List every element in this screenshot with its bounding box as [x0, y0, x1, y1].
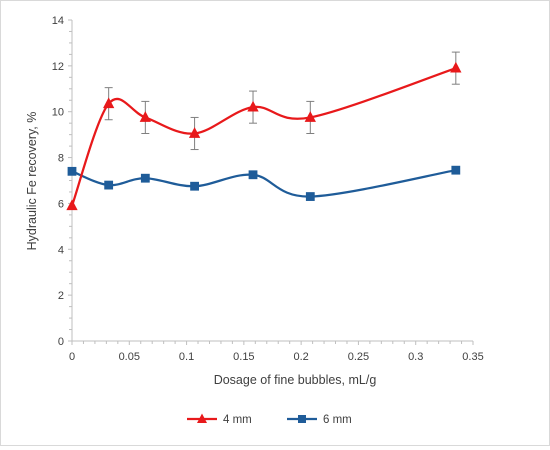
data-point-6-mm	[104, 180, 114, 190]
series-line-4-mm	[70, 67, 457, 207]
y-tick-label: 4	[58, 244, 64, 256]
legend-marker-4-mm	[197, 413, 207, 423]
series-line-6-mm	[71, 169, 457, 198]
legend-marker-6-mm	[298, 415, 306, 423]
x-tick-label: 0	[69, 351, 75, 363]
y-axis-title: Hydraulic Fe recovery, %	[25, 112, 39, 251]
data-point-6-mm	[140, 173, 150, 183]
y-tick-label: 0	[58, 336, 64, 348]
data-point-4-mm	[139, 111, 151, 122]
data-point-4-mm	[247, 100, 259, 112]
data-point-6-mm	[67, 166, 77, 176]
y-tick-label: 10	[52, 107, 64, 119]
y-tick-label: 8	[58, 153, 64, 165]
legend-label-4-mm: 4 mm	[223, 414, 252, 426]
data-point-4-mm	[66, 199, 78, 211]
y-tick-label: 12	[52, 61, 64, 73]
data-point-6-mm	[451, 165, 461, 175]
error-bars	[104, 51, 460, 151]
x-tick-label: 0.15	[233, 351, 254, 363]
x-tick-label: 0.2	[293, 351, 308, 363]
y-tick-label: 14	[52, 15, 64, 27]
legend-label-6-mm: 6 mm	[323, 414, 352, 426]
data-point-6-mm	[305, 192, 315, 201]
x-tick-label: 0.35	[462, 351, 483, 363]
x-tick-label: 0.25	[348, 351, 369, 363]
data-point-6-mm	[248, 170, 258, 180]
series-markers	[66, 61, 462, 211]
data-point-6-mm	[190, 181, 199, 191]
y-tick-label: 6	[58, 198, 64, 210]
data-point-4-mm	[450, 61, 462, 73]
x-tick-label: 0.05	[119, 351, 140, 363]
x-axis-title: Dosage of fine bubbles, mL/g	[214, 373, 377, 387]
data-point-4-mm	[304, 111, 316, 122]
data-point-4-mm	[188, 127, 201, 138]
legend: 4 mm 6 mm	[187, 413, 352, 426]
x-tick-label: 0.3	[408, 351, 423, 363]
y-tick-label: 2	[58, 290, 64, 302]
data-point-4-mm	[103, 97, 115, 109]
series-lines	[70, 67, 457, 207]
axes: 0 2 4 6 8 10 12 14 0 0.05 0.1 0.15 0.2 0.25 0.3 0.35	[52, 15, 484, 363]
x-tick-label: 0.1	[179, 351, 194, 363]
